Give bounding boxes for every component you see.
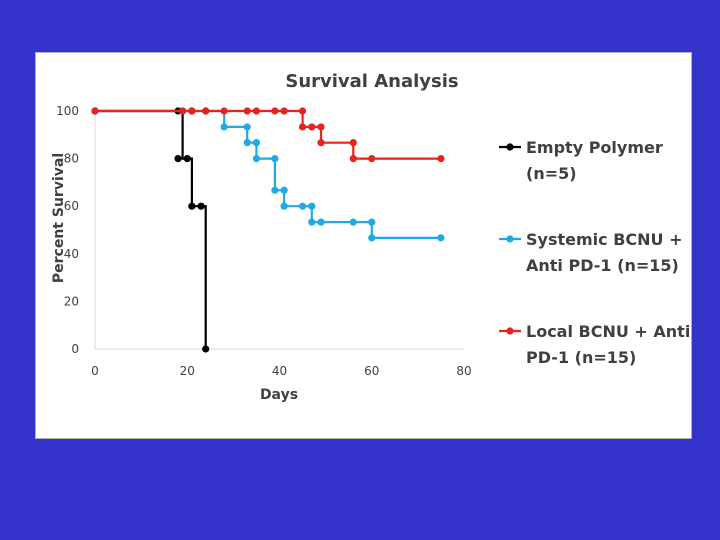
data-point <box>174 155 182 163</box>
chart-panel: Survival Analysis Percent Survival Days … <box>35 52 692 439</box>
data-point <box>349 218 357 226</box>
data-point <box>368 234 376 242</box>
data-point <box>243 107 251 115</box>
data-point <box>280 202 288 210</box>
data-point <box>243 139 251 147</box>
data-point <box>368 218 376 226</box>
data-point <box>271 186 279 194</box>
legend: Empty Polymer (n=5) Systemic BCNU + Anti PD… <box>499 138 690 367</box>
data-point <box>202 107 210 115</box>
data-point <box>243 123 251 131</box>
y-tick-label: 80 <box>64 152 79 166</box>
data-point <box>91 107 99 115</box>
y-axis-label: Percent Survival <box>51 153 67 283</box>
legend-item-systemic: Systemic BCNU + Anti PD-1 (n=15) <box>499 230 682 275</box>
x-tick-label: 20 <box>180 364 195 378</box>
data-point <box>280 186 288 194</box>
tick-labels: 0 20 40 60 80 100 0 20 40 60 80 <box>56 104 472 378</box>
data-point <box>437 155 445 163</box>
chart-title: Survival Analysis <box>285 71 458 92</box>
series-line-local <box>95 109 441 160</box>
x-tick-label: 0 <box>91 364 99 378</box>
legend-label: (n=5) <box>526 164 577 183</box>
y-tick-label: 60 <box>64 199 79 213</box>
data-point <box>252 107 261 115</box>
legend-label: Anti PD-1 (n=15) <box>526 256 679 275</box>
data-point <box>308 123 316 131</box>
x-axis-label: Days <box>260 387 298 403</box>
data-point <box>271 155 279 163</box>
data-point <box>197 202 205 210</box>
data-point <box>349 139 357 147</box>
legend-item-local: Local BCNU + Anti PD-1 (n=15) <box>499 322 690 367</box>
data-point <box>437 234 445 242</box>
y-tick-label: 100 <box>56 104 79 118</box>
data-point <box>317 139 325 147</box>
data-point <box>317 123 325 131</box>
data-point <box>179 107 187 115</box>
x-tick-label: 80 <box>456 364 471 378</box>
data-point <box>298 202 307 210</box>
series-local <box>91 107 445 163</box>
legend-label: Systemic BCNU + <box>526 230 682 249</box>
data-point <box>220 107 228 115</box>
data-point <box>202 345 210 353</box>
data-point <box>308 218 316 226</box>
series-line-empty_polymer <box>95 109 207 349</box>
data-point <box>317 218 325 226</box>
data-point <box>280 107 288 115</box>
data-point <box>183 155 191 163</box>
data-point <box>220 123 228 131</box>
y-tick-label: 40 <box>64 247 79 261</box>
data-point <box>252 155 261 163</box>
data-point <box>188 107 196 115</box>
data-point <box>271 107 279 115</box>
survival-chart: Survival Analysis Percent Survival Days … <box>51 71 690 403</box>
legend-label: PD-1 (n=15) <box>526 348 636 367</box>
legend-item-empty_polymer: Empty Polymer (n=5) <box>499 138 663 183</box>
series-empty_polymer <box>91 107 210 353</box>
data-point <box>368 155 376 163</box>
data-point <box>252 139 261 147</box>
x-tick-label: 40 <box>272 364 287 378</box>
y-tick-label: 20 <box>64 294 79 308</box>
legend-marker <box>506 143 514 151</box>
data-point <box>308 202 316 210</box>
data-point <box>349 155 357 163</box>
legend-marker <box>506 327 514 335</box>
series-line-systemic <box>95 109 441 239</box>
x-tick-label: 60 <box>364 364 379 378</box>
y-tick-label: 0 <box>71 342 79 356</box>
legend-label: Local BCNU + Anti <box>526 322 690 341</box>
series-lines <box>91 107 445 353</box>
data-point <box>298 107 307 115</box>
axes <box>94 107 464 350</box>
legend-marker <box>506 235 514 243</box>
legend-label: Empty Polymer <box>526 138 663 157</box>
series-systemic <box>91 107 445 242</box>
data-point <box>188 202 196 210</box>
data-point <box>298 123 307 131</box>
